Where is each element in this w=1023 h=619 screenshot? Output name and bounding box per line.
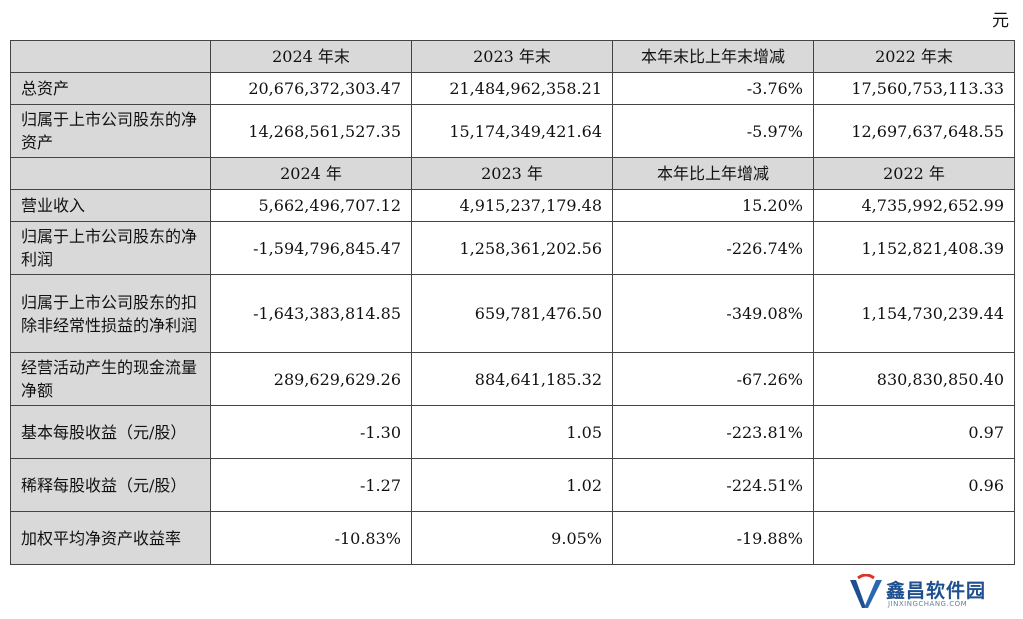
cell-2023: 15,174,349,421.64 [411, 104, 613, 158]
table-row: 加权平均净资产收益率 -10.83% 9.05% -19.88% [10, 511, 1015, 565]
cell-2022: 17,560,753,113.33 [813, 72, 1015, 105]
cell-2023: 659,781,476.50 [411, 274, 613, 353]
header-cell-blank [10, 40, 211, 73]
header-row-year: 2024 年 2023 年 本年比上年增减 2022 年 [10, 157, 1015, 190]
row-label: 归属于上市公司股东的净资产 [10, 104, 211, 158]
financial-table: 2024 年末 2023 年末 本年末比上年末增减 2022 年末 总资产 20… [10, 40, 1015, 565]
table-row: 归属于上市公司股东的扣除非经常性损益的净利润 -1,643,383,814.85… [10, 274, 1015, 353]
header-cell-change: 本年比上年增减 [612, 157, 814, 190]
watermark-subtitle: JINXINGCHANG.COM [888, 600, 968, 608]
cell-2023: 1.05 [411, 405, 613, 459]
cell-2024: 289,629,629.26 [210, 352, 412, 406]
cell-change: -349.08% [612, 274, 814, 353]
cell-2022 [813, 511, 1015, 565]
row-label: 加权平均净资产收益率 [10, 511, 211, 565]
cell-2022: 0.96 [813, 458, 1015, 512]
cell-2024: -1,643,383,814.85 [210, 274, 412, 353]
row-label: 营业收入 [10, 189, 211, 222]
cell-2024: 14,268,561,527.35 [210, 104, 412, 158]
table-row: 归属于上市公司股东的净资产 14,268,561,527.35 15,174,3… [10, 104, 1015, 158]
row-label: 基本每股收益（元/股） [10, 405, 211, 459]
header-cell-change-end: 本年末比上年末增减 [612, 40, 814, 73]
cell-change: -223.81% [612, 405, 814, 459]
header-cell-2024: 2024 年 [210, 157, 412, 190]
cell-2024: 20,676,372,303.47 [210, 72, 412, 105]
header-cell-2023-end: 2023 年末 [411, 40, 613, 73]
header-cell-2024-end: 2024 年末 [210, 40, 412, 73]
cell-change: -5.97% [612, 104, 814, 158]
header-cell-2023: 2023 年 [411, 157, 613, 190]
cell-2022: 1,152,821,408.39 [813, 221, 1015, 275]
table-row: 总资产 20,676,372,303.47 21,484,962,358.21 … [10, 72, 1015, 105]
cell-2024: -1.30 [210, 405, 412, 459]
cell-2024: -10.83% [210, 511, 412, 565]
cell-change: -226.74% [612, 221, 814, 275]
header-cell-2022-end: 2022 年末 [813, 40, 1015, 73]
cell-2024: -1.27 [210, 458, 412, 512]
watermark-title: 鑫昌软件园 [886, 580, 987, 602]
unit-label: 元 [992, 11, 1009, 31]
cell-2022: 830,830,850.40 [813, 352, 1015, 406]
row-label: 经营活动产生的现金流量净额 [10, 352, 211, 406]
cell-change: -3.76% [612, 72, 814, 105]
cell-2022: 4,735,992,652.99 [813, 189, 1015, 222]
cell-2024: -1,594,796,845.47 [210, 221, 412, 275]
cell-2023: 9.05% [411, 511, 613, 565]
row-label: 稀释每股收益（元/股） [10, 458, 211, 512]
row-label: 归属于上市公司股东的扣除非经常性损益的净利润 [10, 274, 211, 353]
row-label: 总资产 [10, 72, 211, 105]
cell-change: -19.88% [612, 511, 814, 565]
cell-2022: 0.97 [813, 405, 1015, 459]
cell-2023: 884,641,185.32 [411, 352, 613, 406]
cell-2022: 1,154,730,239.44 [813, 274, 1015, 353]
cell-2023: 1.02 [411, 458, 613, 512]
header-cell-2022: 2022 年 [813, 157, 1015, 190]
table-row: 经营活动产生的现金流量净额 289,629,629.26 884,641,185… [10, 352, 1015, 406]
header-row-year-end: 2024 年末 2023 年末 本年末比上年末增减 2022 年末 [10, 40, 1015, 73]
cell-2023: 1,258,361,202.56 [411, 221, 613, 275]
cell-2024: 5,662,496,707.12 [210, 189, 412, 222]
table-row: 营业收入 5,662,496,707.12 4,915,237,179.48 1… [10, 189, 1015, 222]
cell-change: -224.51% [612, 458, 814, 512]
watermark-v-icon [850, 574, 882, 608]
cell-change: 15.20% [612, 189, 814, 222]
cell-2023: 4,915,237,179.48 [411, 189, 613, 222]
table-row: 归属于上市公司股东的净利润 -1,594,796,845.47 1,258,36… [10, 221, 1015, 275]
header-cell-blank [10, 157, 211, 190]
table-row: 稀释每股收益（元/股） -1.27 1.02 -224.51% 0.96 [10, 458, 1015, 512]
cell-2023: 21,484,962,358.21 [411, 72, 613, 105]
cell-2022: 12,697,637,648.55 [813, 104, 1015, 158]
cell-change: -67.26% [612, 352, 814, 406]
table-row: 基本每股收益（元/股） -1.30 1.05 -223.81% 0.97 [10, 405, 1015, 459]
row-label: 归属于上市公司股东的净利润 [10, 221, 211, 275]
watermark-logo: 鑫昌软件园 JINXINGCHANG.COM [848, 572, 1018, 616]
